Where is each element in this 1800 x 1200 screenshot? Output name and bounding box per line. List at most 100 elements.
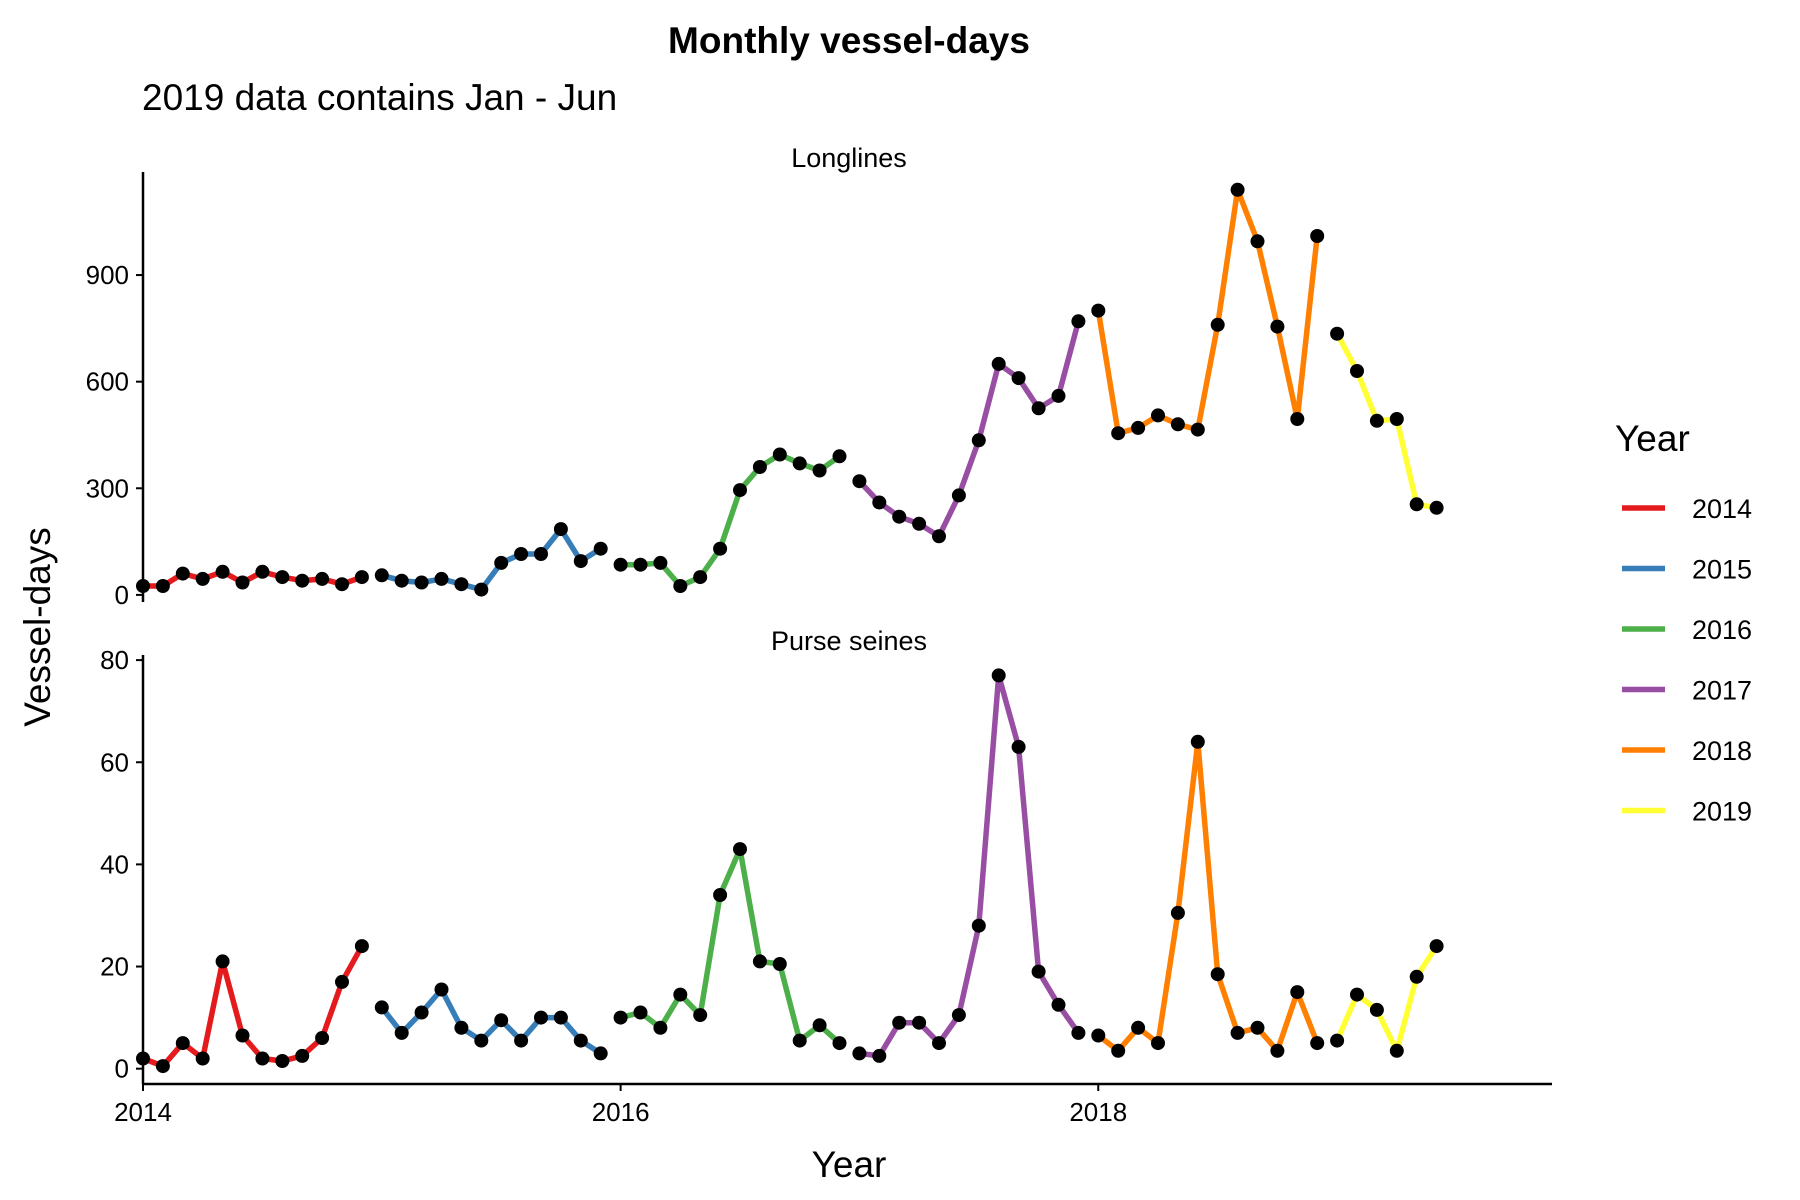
- y-tick-label: 300: [86, 473, 129, 503]
- data-point: [175, 1036, 190, 1051]
- data-point: [1389, 412, 1404, 426]
- data-point: [971, 433, 986, 448]
- data-point: [1310, 229, 1325, 243]
- data-point: [633, 1005, 648, 1020]
- data-point: [812, 463, 827, 478]
- data-point: [235, 575, 250, 590]
- data-point: [335, 974, 349, 989]
- data-point: [912, 1015, 927, 1030]
- data-point: [553, 1010, 568, 1025]
- legend: Year 2014 2015 2016 2017 2018 2019: [1615, 418, 1752, 827]
- data-point: [1031, 401, 1046, 416]
- data-point: [673, 579, 688, 593]
- data-point: [971, 918, 986, 933]
- data-point: [1429, 939, 1444, 954]
- data-point: [673, 987, 688, 1002]
- data-point: [354, 570, 369, 585]
- data-point: [454, 577, 469, 592]
- series-line-2017: [857, 320, 1082, 540]
- panel-strip-label: Longlines: [791, 143, 907, 173]
- data-point: [494, 555, 509, 570]
- data-point: [374, 568, 389, 583]
- data-point: [1091, 1028, 1106, 1043]
- data-point: [792, 1033, 807, 1048]
- data-point: [1250, 234, 1265, 249]
- data-point: [1210, 967, 1225, 982]
- data-point: [275, 1054, 290, 1068]
- series-line-2015: [381, 526, 603, 593]
- data-point: [474, 1033, 489, 1048]
- data-point: [434, 982, 449, 997]
- data-point: [1290, 412, 1305, 426]
- data-point: [951, 488, 966, 503]
- data-point: [733, 842, 747, 857]
- data-point: [1429, 500, 1444, 515]
- data-point: [215, 564, 230, 579]
- data-point: [1290, 985, 1305, 1000]
- data-point: [474, 582, 489, 597]
- data-point: [852, 1046, 867, 1061]
- x-tick-label: 2016: [592, 1097, 650, 1127]
- y-tick-label: 600: [86, 367, 129, 397]
- data-point: [315, 1031, 330, 1045]
- data-point: [812, 1018, 827, 1033]
- y-axis-title: Vessel-days: [17, 527, 58, 727]
- panel-purse-seines: Purse seines 0 20 40 60 80 2014 2016 2018: [100, 626, 1552, 1127]
- data-point: [713, 888, 728, 902]
- data-point: [1051, 997, 1066, 1012]
- data-point: [772, 447, 787, 462]
- data-point: [1250, 1020, 1265, 1035]
- data-point: [1111, 426, 1126, 441]
- data-point: [414, 1005, 429, 1020]
- data-point: [1389, 1043, 1404, 1058]
- data-point: [414, 575, 429, 590]
- data-point: [573, 1033, 588, 1048]
- data-point: [275, 570, 290, 585]
- data-point: [932, 529, 946, 544]
- data-point: [1170, 417, 1185, 432]
- data-point: [155, 1059, 170, 1074]
- panel-strip-label: Purse seines: [771, 626, 927, 656]
- y-tick-label: 80: [100, 645, 129, 675]
- data-point: [733, 483, 747, 498]
- data-point: [1369, 1002, 1384, 1017]
- data-point: [335, 577, 349, 592]
- chart-title: Monthly vessel-days: [668, 20, 1030, 61]
- data-point: [752, 460, 767, 474]
- data-point: [255, 1051, 270, 1066]
- data-point: [1330, 326, 1345, 341]
- data-point: [1270, 319, 1285, 334]
- data-point: [1131, 1020, 1146, 1035]
- data-point: [1330, 1033, 1345, 1048]
- x-axis-title: Year: [812, 1144, 887, 1185]
- data-point: [1350, 364, 1364, 378]
- data-point: [1031, 964, 1046, 979]
- legend-label-2014: 2014: [1692, 494, 1752, 524]
- data-point: [155, 579, 170, 593]
- data-point: [1270, 1043, 1285, 1058]
- data-point: [693, 1008, 708, 1023]
- legend-label-2018: 2018: [1692, 736, 1752, 766]
- y-tick-label: 40: [100, 849, 129, 879]
- data-point: [912, 516, 927, 531]
- y-tick-label: 20: [100, 952, 129, 982]
- data-point: [1210, 317, 1225, 332]
- data-point: [215, 954, 230, 969]
- legend-label-2015: 2015: [1692, 555, 1752, 585]
- data-point: [235, 1028, 250, 1043]
- data-point: [494, 1013, 509, 1028]
- legend-title: Year: [1615, 418, 1690, 459]
- data-point: [1350, 987, 1364, 1002]
- series-line-2018: [1095, 187, 1320, 436]
- data-point: [1170, 905, 1185, 920]
- data-point: [1111, 1043, 1126, 1058]
- data-point: [136, 1051, 150, 1066]
- data-point: [633, 557, 648, 572]
- data-point: [1369, 413, 1384, 428]
- data-point: [195, 571, 210, 586]
- data-point: [892, 509, 907, 524]
- data-point: [534, 1010, 548, 1025]
- panels: Longlines 0 300 600 900 Purse seines 0 20 40 60 80…: [86, 143, 1552, 1127]
- data-point: [573, 554, 588, 569]
